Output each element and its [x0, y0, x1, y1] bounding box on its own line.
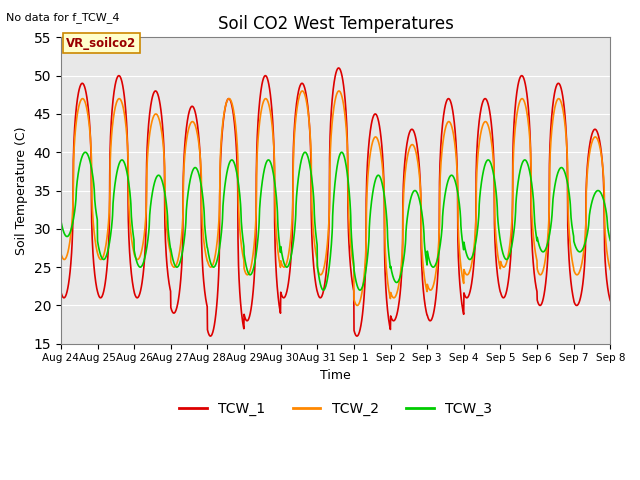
TCW_1	[211, 322, 218, 328]
TCW_3	[81, 149, 89, 155]
TCW_1	[607, 298, 614, 303]
Text: No data for f_TCW_4: No data for f_TCW_4	[6, 12, 120, 23]
TCW_3	[607, 238, 614, 243]
TCW_3	[573, 247, 581, 253]
X-axis label: Time: Time	[320, 369, 351, 382]
TCW_3	[211, 264, 218, 270]
TCW_1	[364, 155, 372, 161]
TCW_2	[353, 302, 361, 308]
Legend: TCW_1, TCW_2, TCW_3: TCW_1, TCW_2, TCW_3	[173, 396, 498, 422]
TCW_1	[496, 286, 504, 292]
Line: TCW_1: TCW_1	[61, 68, 611, 336]
Text: VR_soilco2: VR_soilco2	[67, 36, 137, 49]
TCW_1	[573, 302, 581, 308]
TCW_3	[356, 287, 364, 293]
TCW_2	[558, 103, 566, 109]
TCW_2	[573, 272, 581, 277]
TCW_3	[57, 218, 65, 224]
TCW_2	[352, 301, 360, 307]
TCW_1	[207, 333, 214, 339]
TCW_1	[335, 65, 342, 71]
TCW_1	[57, 289, 65, 295]
TCW_2	[364, 175, 372, 181]
TCW_2	[210, 258, 218, 264]
TCW_2	[298, 88, 306, 94]
Line: TCW_3: TCW_3	[61, 152, 611, 290]
Line: TCW_2: TCW_2	[61, 91, 611, 305]
TCW_3	[352, 276, 360, 282]
TCW_3	[364, 252, 372, 257]
TCW_2	[496, 263, 504, 268]
TCW_3	[496, 233, 504, 239]
TCW_2	[607, 266, 614, 272]
Y-axis label: Soil Temperature (C): Soil Temperature (C)	[15, 126, 28, 255]
TCW_3	[558, 165, 566, 171]
TCW_2	[57, 251, 65, 256]
Title: Soil CO2 West Temperatures: Soil CO2 West Temperatures	[218, 15, 454, 33]
TCW_1	[352, 332, 360, 338]
TCW_1	[558, 90, 566, 96]
